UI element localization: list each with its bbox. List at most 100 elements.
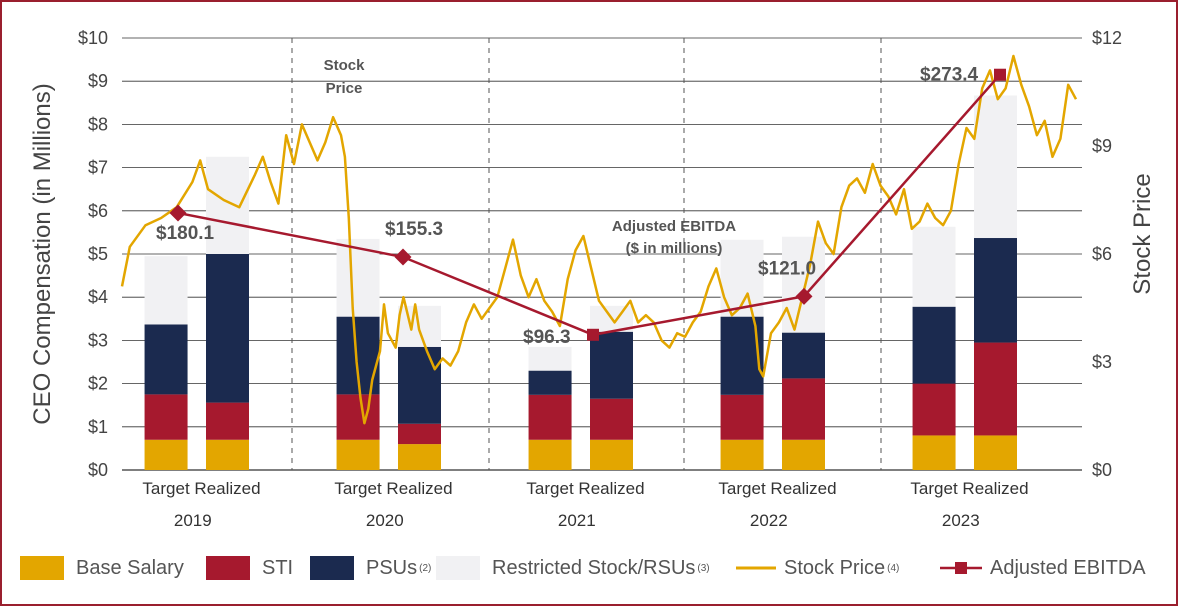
- annotation-ebitda-line2: ($ in millions): [626, 240, 723, 257]
- bar-segment-base-2022-realized: [782, 439, 825, 470]
- legend-line-stock-price: [736, 566, 776, 570]
- annotation-stock-price-line2: Price: [326, 80, 363, 97]
- compensation-chart: $0 $1 $2 $3 $4 $5 $6 $7 $8 $9 $10 $0 $3 $6 $9 $12 CEO Co…: [29, 28, 1156, 530]
- bar-segment-base-2019-realized: [206, 439, 249, 470]
- bar-segment-rs-2019-target: [144, 256, 188, 325]
- category-label-2019-realized: Realized: [194, 479, 260, 498]
- bar-segment-sti-2021-target: [528, 394, 572, 440]
- bar-segment-rs-2022-realized: [782, 236, 825, 333]
- y-tick-label: $3: [88, 330, 108, 350]
- bar-segment-psus-2023-realized: [974, 238, 1017, 343]
- category-label-2023-realized: Realized: [962, 479, 1028, 498]
- y-tick-label: $5: [88, 244, 108, 264]
- legend-item-stock-price: Stock Price (4): [736, 554, 899, 582]
- bar-segment-psus-2021-realized: [590, 331, 633, 399]
- bar-segment-psus-2023-target: [912, 306, 956, 384]
- y-tick-label: $6: [88, 201, 108, 221]
- bar-segment-psus-2019-target: [144, 324, 188, 395]
- y-tick-label: $10: [78, 28, 108, 48]
- y-tick-label: $2: [88, 374, 108, 394]
- annotation-stock-price-line1: Stock: [324, 57, 366, 74]
- y2-axis-title: Stock Price: [1129, 173, 1156, 294]
- y-tick-label: $4: [88, 287, 108, 307]
- bar-segment-sti-2020-target: [336, 394, 380, 440]
- bar-segment-base-2020-realized: [398, 444, 441, 470]
- category-label-2021-realized: Realized: [578, 479, 644, 498]
- legend-marker-adjusted-ebitda: [940, 562, 982, 574]
- legend-item-psus: PSUs (2): [310, 554, 431, 582]
- legend-label-psus: PSUs: [366, 556, 418, 579]
- category-label-2020-realized: Realized: [386, 479, 452, 498]
- stock-price-line: [120, 54, 1078, 425]
- bar-segment-rs-2023-realized: [974, 95, 1017, 239]
- y-tick-label: $7: [88, 158, 108, 178]
- year-label-2020: 2020: [366, 511, 404, 530]
- y-tick-label: $0: [88, 460, 108, 480]
- y2-tick-label: $0: [1092, 460, 1112, 480]
- y-tick-label: $1: [88, 417, 108, 437]
- bar-segment-psus-2021-target: [528, 370, 572, 395]
- legend-swatch-psus: [310, 556, 354, 580]
- year-label-2019: 2019: [174, 511, 212, 530]
- bar-segment-base-2020-target: [336, 439, 380, 470]
- y2-tick-label: $9: [1092, 136, 1112, 156]
- y-tick-label: $9: [88, 71, 108, 91]
- bar-segment-psus-2020-realized: [398, 346, 441, 424]
- bar-segment-rs-2021-target: [528, 346, 572, 371]
- bar-segment-sti-2020-realized: [398, 423, 441, 445]
- y2-tick-label: $12: [1092, 28, 1122, 48]
- bar-segment-base-2023-realized: [974, 435, 1017, 470]
- bar-segment-base-2022-target: [720, 439, 764, 470]
- category-label-2020-target: Target: [334, 479, 382, 498]
- legend-item-sti: STI: [206, 554, 293, 582]
- ebitda-marker-2022: [795, 287, 813, 305]
- legend-note-psus: (2): [419, 562, 432, 574]
- category-label-2023-target: Target: [910, 479, 958, 498]
- ebitda-label-2022: $121.0: [758, 258, 816, 279]
- legend-label-base-salary: Base Salary: [76, 556, 184, 579]
- legend-swatch-base-salary: [20, 556, 64, 580]
- bar-segment-sti-2023-target: [912, 383, 956, 436]
- bar-segment-base-2019-target: [144, 439, 188, 470]
- bar-segment-sti-2019-target: [144, 394, 188, 440]
- bar-segment-psus-2022-realized: [782, 332, 825, 379]
- legend-label-adjusted-ebitda: Adjusted EBITDA: [990, 556, 1146, 579]
- ebitda-marker-2021: [587, 328, 599, 341]
- legend-item-adjusted-ebitda: Adjusted EBITDA: [940, 554, 1146, 582]
- y2-tick-label: $3: [1092, 352, 1112, 372]
- annotation-ebitda-line1: Adjusted EBITDA: [612, 218, 736, 235]
- bar-segment-sti-2022-target: [720, 394, 764, 440]
- bar-segment-base-2023-target: [912, 435, 956, 470]
- bar-segment-sti-2021-realized: [590, 398, 633, 440]
- bar-segment-psus-2019-realized: [206, 254, 249, 403]
- bar-segment-sti-2023-realized: [974, 342, 1017, 436]
- ebitda-label-2023: $273.4: [920, 65, 979, 86]
- legend-note-restricted-stock: (3): [697, 562, 710, 574]
- legend-label-sti: STI: [262, 556, 294, 579]
- legend-note-stock-price: (4): [887, 562, 900, 574]
- adjusted-ebitda-line: [177, 73, 1001, 337]
- legend-label-restricted-stock: Restricted Stock/RSUs: [492, 556, 696, 579]
- ebitda-label-2019: $180.1: [156, 223, 215, 244]
- legend-item-restricted-stock: Restricted Stock/RSUs (3): [436, 554, 710, 582]
- category-label-2019-target: Target: [142, 479, 190, 498]
- category-label-2022-realized: Realized: [770, 479, 836, 498]
- bar-segment-sti-2019-realized: [206, 402, 249, 440]
- legend-label-stock-price: Stock Price: [784, 556, 886, 579]
- ebitda-label-2020: $155.3: [385, 219, 443, 240]
- legend-swatch-sti: [206, 556, 250, 580]
- bar-segment-base-2021-target: [528, 439, 572, 470]
- year-label-2021: 2021: [558, 511, 596, 530]
- ebitda-marker-2020: [394, 248, 412, 266]
- legend-item-base-salary: Base Salary: [20, 554, 184, 582]
- bar-segment-rs-2023-target: [912, 226, 956, 307]
- y2-tick-label: $6: [1092, 244, 1112, 264]
- y-tick-label: $8: [88, 114, 108, 134]
- legend: Base Salary STI PSUs (2) Restricted Stock…: [0, 548, 1174, 588]
- ebitda-label-2021: $96.3: [523, 327, 571, 348]
- bar-segment-sti-2022-realized: [782, 378, 825, 440]
- year-label-2022: 2022: [750, 511, 788, 530]
- bar-segment-rs-2019-realized: [206, 156, 249, 254]
- year-label-2023: 2023: [942, 511, 980, 530]
- legend-swatch-restricted-stock: [436, 556, 480, 580]
